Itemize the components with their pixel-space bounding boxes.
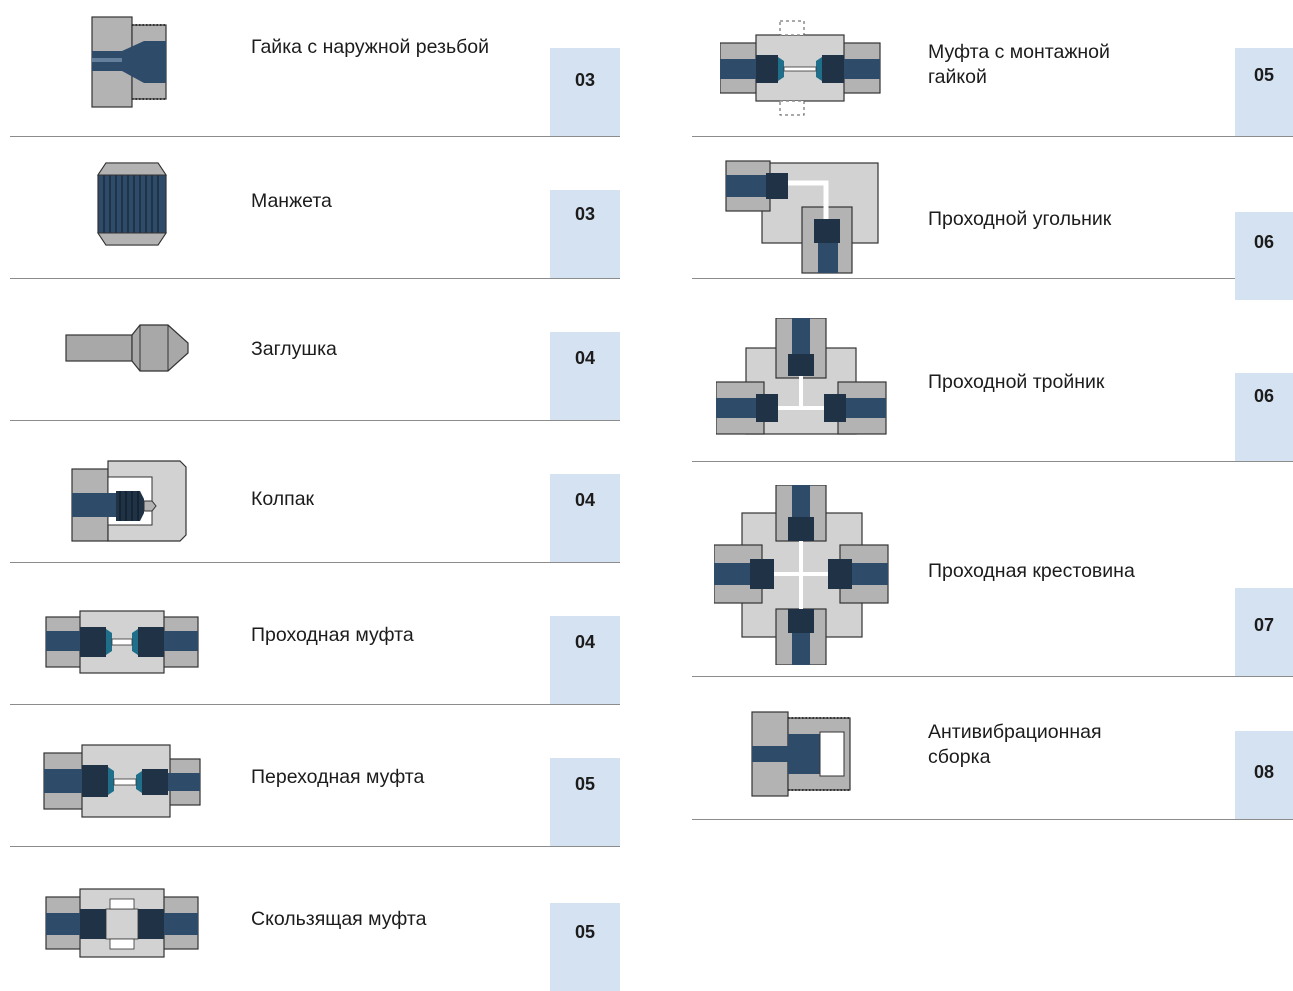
page-box: 07 bbox=[1235, 588, 1293, 676]
bulkhead-union-icon bbox=[720, 3, 895, 123]
list-item[interactable]: Гайка с наружной резьбой 03 bbox=[10, 0, 620, 137]
page-number: 04 bbox=[574, 632, 596, 652]
list-item[interactable]: Проходная крестовина 07 bbox=[692, 463, 1293, 677]
page-box: 08 bbox=[1235, 731, 1293, 819]
list-item[interactable]: Проходная муфта 04 bbox=[10, 563, 620, 705]
tee-icon bbox=[716, 318, 891, 458]
page-box: 05 bbox=[550, 758, 620, 846]
list-item[interactable]: Манжета 03 bbox=[10, 137, 620, 279]
item-label: Проходной угольник bbox=[928, 208, 1112, 230]
page-box: 03 bbox=[550, 190, 620, 278]
item-label: Антивибрационная сборка bbox=[928, 721, 1102, 768]
page-box: 03 bbox=[550, 48, 620, 136]
male-nut-icon bbox=[40, 3, 215, 123]
item-label: Скользящая муфта bbox=[251, 908, 427, 930]
page-box: 06 bbox=[1235, 212, 1293, 300]
list-item[interactable]: Заглушка 04 bbox=[10, 279, 620, 421]
reducing-union-icon bbox=[40, 713, 215, 833]
list-item[interactable]: Проходной угольник 06 bbox=[692, 137, 1293, 300]
page-number: 06 bbox=[1253, 386, 1275, 406]
slip-union-icon bbox=[40, 855, 215, 975]
page-box: 05 bbox=[1235, 48, 1293, 136]
page-number: 03 bbox=[574, 70, 596, 90]
list-item[interactable]: Проходной тройник 06 bbox=[692, 300, 1293, 462]
cap-icon bbox=[40, 429, 215, 549]
item-label: Заглушка bbox=[251, 338, 337, 360]
list-item[interactable]: Антивибрационная сборка 08 bbox=[692, 678, 1293, 820]
list-item[interactable]: Муфта с монтажной гайкой 05 bbox=[692, 0, 1293, 137]
cross-icon bbox=[714, 485, 889, 665]
page-box: 06 bbox=[1235, 373, 1293, 461]
list-item[interactable]: Переходная муфта 05 bbox=[10, 705, 620, 847]
page-number: 04 bbox=[574, 490, 596, 510]
anti-vibration-icon bbox=[750, 704, 925, 824]
page-number: 06 bbox=[1253, 232, 1275, 252]
page-box: 04 bbox=[550, 474, 620, 562]
page-number: 05 bbox=[574, 922, 596, 942]
page-box: 04 bbox=[550, 332, 620, 420]
item-label: Гайка с наружной резьбой bbox=[251, 36, 490, 58]
page-box: 05 bbox=[550, 903, 620, 991]
item-label: Проходная крестовина bbox=[928, 560, 1135, 582]
union-icon bbox=[40, 571, 215, 691]
list-item[interactable]: Колпак 04 bbox=[10, 421, 620, 563]
sleeve-icon bbox=[40, 145, 215, 265]
page-number: 03 bbox=[574, 204, 596, 224]
item-label: Проходная муфта bbox=[251, 624, 414, 646]
item-label: Муфта с монтажной гайкой bbox=[928, 41, 1110, 88]
item-label: Колпак bbox=[251, 488, 315, 510]
list-item[interactable]: Скользящая муфта 05 bbox=[10, 847, 620, 991]
elbow-icon bbox=[722, 157, 897, 297]
item-label: Манжета bbox=[251, 190, 332, 212]
page-number: 04 bbox=[574, 348, 596, 368]
page-box: 04 bbox=[550, 616, 620, 704]
page-number: 08 bbox=[1253, 762, 1275, 782]
page-number: 07 bbox=[1253, 615, 1275, 635]
item-label: Переходная муфта bbox=[251, 766, 425, 788]
item-label: Проходной тройник bbox=[928, 371, 1105, 393]
plug-icon bbox=[40, 287, 215, 407]
page-number: 05 bbox=[574, 774, 596, 794]
page-number: 05 bbox=[1253, 65, 1275, 85]
